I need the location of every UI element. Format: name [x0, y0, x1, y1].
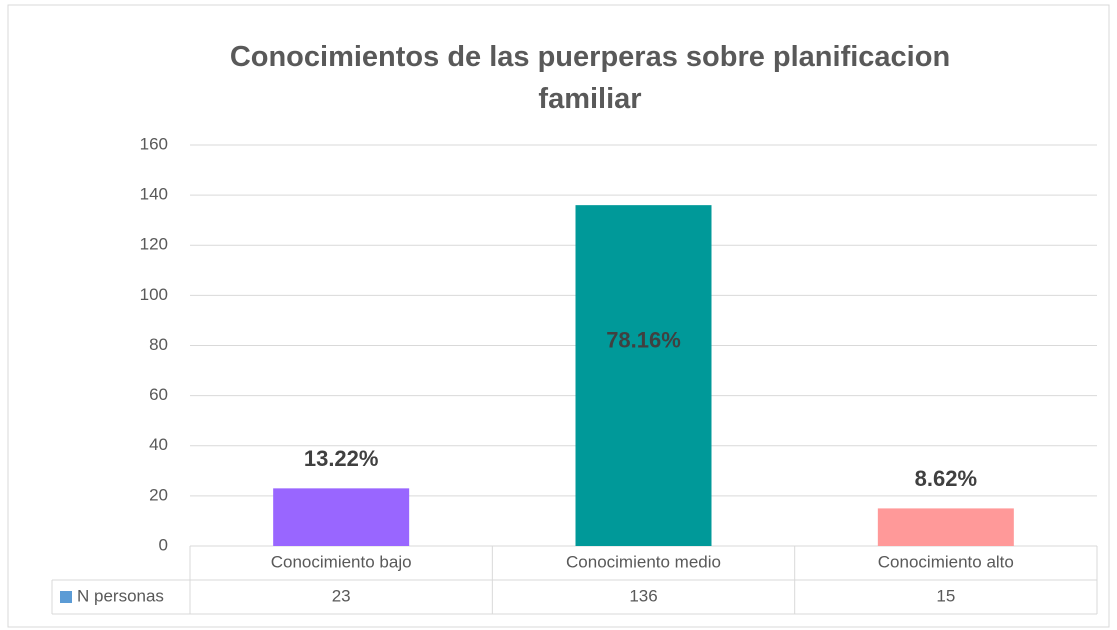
x-tick-label: Conocimiento alto	[878, 552, 1014, 571]
data-label: 78.16%	[606, 327, 681, 352]
y-tick-label: 120	[140, 235, 168, 254]
bar	[575, 205, 712, 546]
chart-title: Conocimientos de las puerperas sobre pla…	[229, 41, 951, 115]
x-tick-label: Conocimiento bajo	[271, 552, 412, 571]
x-tick-label: Conocimiento medio	[566, 552, 721, 571]
table-value: 15	[936, 586, 955, 605]
data-label: 13.22%	[304, 446, 379, 471]
legend-label: N personas	[77, 586, 164, 605]
bar	[273, 488, 410, 546]
table-value: 136	[629, 586, 657, 605]
y-tick-label: 160	[140, 134, 168, 153]
y-tick-label: 40	[149, 435, 168, 454]
y-tick-label: 80	[149, 335, 168, 354]
bar	[877, 508, 1014, 546]
y-tick-label: 140	[140, 185, 168, 204]
chart-border	[7, 4, 1110, 628]
data-label: 8.62%	[915, 466, 977, 491]
y-tick-label: 20	[149, 485, 168, 504]
table-value: 23	[332, 586, 351, 605]
y-tick-label: 60	[149, 385, 168, 404]
legend-swatch	[60, 591, 72, 603]
y-tick-label: 100	[140, 285, 168, 304]
y-tick-label: 0	[159, 535, 168, 554]
